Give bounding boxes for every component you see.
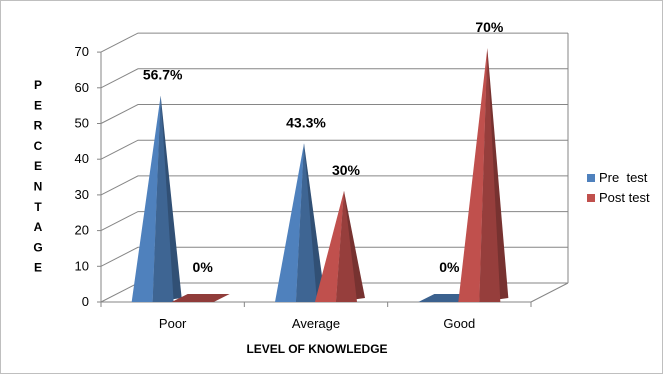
y-tick-label: 60 (75, 80, 89, 95)
pyramid-mid-face (152, 95, 174, 303)
y-axis-title-letter: T (34, 200, 42, 214)
y-tick-label: 50 (75, 116, 89, 131)
y-tick-label: 20 (75, 223, 89, 238)
x-axis-title: LEVEL OF KNOWLEDGE (246, 342, 387, 356)
floor-right-edge (530, 282, 569, 303)
pyramid-front-face (275, 143, 304, 302)
y-axis-title-letter: C (34, 139, 43, 153)
pyramid-front-face (131, 95, 161, 303)
data-label: 30% (332, 162, 361, 178)
y-axis-title-letter: G (33, 240, 42, 254)
x-tick-label: Average (292, 316, 340, 331)
data-label: 0% (439, 259, 460, 275)
legend-swatch (587, 194, 595, 202)
data-label: 0% (193, 259, 214, 275)
y-tick-label: 0 (82, 294, 89, 309)
gridline (100, 246, 568, 267)
y-tick-label: 30 (75, 187, 89, 202)
y-axis-title-letter: E (34, 98, 42, 112)
y-tick-label: 40 (75, 151, 89, 166)
pyramid-mid-face (336, 190, 357, 302)
legend-swatch (587, 174, 595, 182)
legend-label: Post test (599, 190, 650, 205)
y-axis-title-letter: E (34, 261, 42, 275)
data-label: 70% (475, 19, 504, 35)
gridline (100, 211, 568, 232)
data-label: 56.7% (143, 67, 183, 83)
y-axis-title-letter: N (34, 180, 43, 194)
legend-label: Pre test (599, 170, 648, 185)
y-axis-title-letter: P (34, 78, 42, 92)
gridline (100, 32, 568, 53)
y-tick-label: 10 (75, 258, 89, 273)
x-tick-label: Good (443, 316, 475, 331)
plot-back-wall (138, 33, 568, 283)
x-tick-label: Poor (159, 316, 187, 331)
gridline (100, 175, 568, 196)
pyramid-front-face (315, 190, 344, 302)
pyramid-mid-face (296, 143, 317, 302)
y-axis-title-letter: A (34, 220, 43, 234)
gridline (100, 104, 568, 124)
y-axis-title-letter: R (34, 119, 43, 133)
y-axis-title-letter: E (34, 159, 42, 173)
y-tick-label: 70 (75, 44, 89, 59)
pyramid-front-face (458, 48, 488, 302)
gridline (100, 139, 568, 160)
pyramid-flat-base (171, 294, 230, 302)
pyramid-mid-face (479, 48, 501, 302)
gridline (100, 68, 568, 89)
data-label: 43.3% (286, 114, 326, 130)
